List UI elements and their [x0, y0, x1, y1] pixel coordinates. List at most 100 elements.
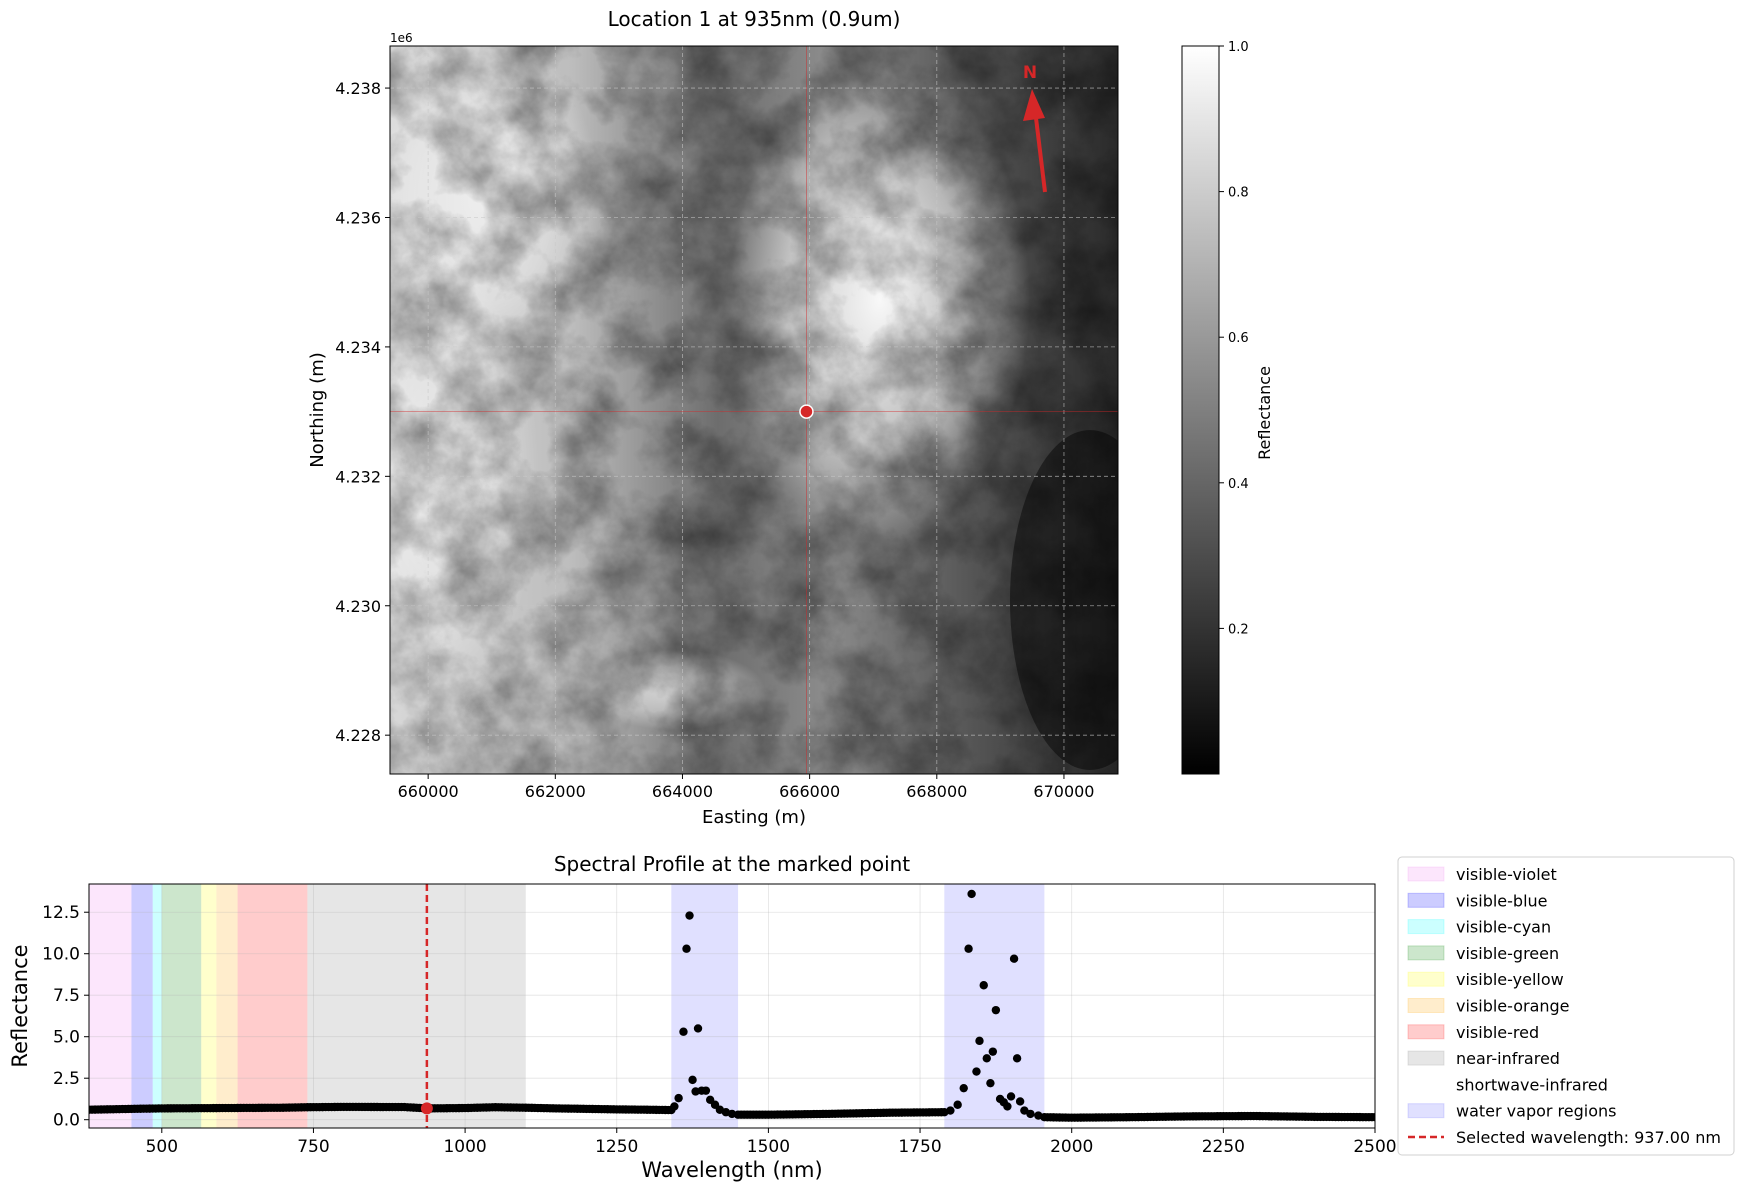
- spectrum-point: [979, 981, 988, 990]
- spectrum-point: [964, 944, 973, 953]
- map-x-tick-label: 666000: [779, 782, 840, 801]
- spectrum-y-tick-label: 5.0: [53, 1028, 80, 1048]
- region-visible-yellow: [201, 884, 217, 1128]
- legend-swatch: [1407, 866, 1445, 882]
- spectrum-y-label: Reflectance: [8, 944, 32, 1067]
- spectrum-x-tick-label: 1750: [898, 1137, 941, 1157]
- colorbar-tick-label: 0.6: [1228, 331, 1249, 346]
- spectrum-panel: Spectral Profile at the marked point 500…: [8, 852, 1397, 1182]
- map-x-tick-label: 670000: [1033, 782, 1094, 801]
- spectrum-point: [972, 1067, 981, 1076]
- spectrum-x-tick-label: 2500: [1353, 1137, 1396, 1157]
- colorbar: 0.2 0.4 0.6 0.8 1.0 Reflectance: [1181, 40, 1274, 775]
- spectrum-point: [986, 1078, 995, 1088]
- selected-wavelength: [420, 884, 433, 1128]
- spectrum-point: [670, 1102, 679, 1111]
- map-panel: Location 1 at 935nm (0.9um) 660000 662000…: [307, 7, 1119, 828]
- legend-swatch: [1407, 945, 1445, 961]
- spectrum-point: [975, 1036, 984, 1046]
- region-visible-green: [161, 884, 202, 1128]
- spectrum-y-tick-label: 0.0: [53, 1111, 80, 1131]
- spectrum-x-tick-label: 1000: [443, 1137, 486, 1157]
- map-x-tick-label: 664000: [652, 782, 713, 801]
- colorbar-tick-label: 0.4: [1228, 477, 1249, 492]
- map-y-tick-label: 4.234: [335, 338, 381, 357]
- legend-swatch: [1407, 998, 1445, 1013]
- spectrum-point: [988, 1047, 998, 1056]
- spectrum-legend: visible-violet visible-blue visible-cyan vi…: [1397, 856, 1735, 1156]
- spectrum-point: [688, 1075, 697, 1085]
- spectrum-point: [1026, 1109, 1035, 1119]
- spectrum-point: [727, 1109, 737, 1119]
- selected-wavelength-point: [420, 1102, 433, 1115]
- spectrum-point: [967, 889, 976, 899]
- map-y-tick-label: 4.230: [335, 597, 381, 616]
- legend-label: near-infrared: [1456, 1049, 1560, 1068]
- legend-swatch: [1407, 1076, 1445, 1092]
- spectrum-point: [1015, 1097, 1025, 1106]
- spectrum-y-tick-label: 12.5: [42, 903, 80, 923]
- legend-frame: [1397, 856, 1735, 1156]
- spectrum-point: [1009, 954, 1019, 963]
- map-x-tick-label: 662000: [525, 782, 586, 801]
- spectrum-point: [1012, 1054, 1022, 1063]
- spectrum-point: [1370, 1113, 1375, 1122]
- reflectance-image: [390, 46, 1118, 774]
- spectrum-x-tick-label: 2000: [1050, 1137, 1093, 1157]
- region-visible-red: [237, 884, 308, 1128]
- legend-swatch: [1407, 1050, 1445, 1066]
- spectrum-x-tick-label: 500: [146, 1137, 178, 1157]
- region-visible-orange: [216, 884, 238, 1128]
- marked-point-crosshair: [390, 46, 1118, 774]
- map-x-label: Easting (m): [702, 807, 806, 828]
- legend-label: visible-green: [1456, 944, 1559, 963]
- spectrum-point: [679, 1027, 688, 1036]
- colorbar-ticks: 0.2 0.4 0.6 0.8 1.0: [1219, 40, 1249, 637]
- north-arrow: N: [1023, 63, 1047, 193]
- spectrum-y-axis: 0.0 2.5 5.0 7.5 10.0 12.5: [42, 903, 89, 1131]
- spectrum-title: Spectral Profile at the marked point: [554, 852, 910, 876]
- region-water-vapor-regions: [944, 884, 1045, 1128]
- spectrum-x-tick-label: 1500: [747, 1137, 790, 1157]
- north-arrow-label: N: [1023, 63, 1037, 83]
- legend-swatch: [1407, 1103, 1445, 1119]
- spectrum-point: [674, 1093, 683, 1103]
- colorbar-tick-label: 0.8: [1228, 186, 1249, 201]
- legend-swatch: [1407, 971, 1445, 987]
- region-visible-cyan: [152, 884, 162, 1128]
- spectrum-point: [946, 1106, 955, 1115]
- marked-point: [799, 404, 814, 419]
- map-y-offset-label: 1e6: [390, 31, 413, 45]
- spectrum-point: [953, 1100, 962, 1109]
- spectrum-y-tick-label: 2.5: [53, 1069, 80, 1089]
- colorbar-label: Reflectance: [1255, 366, 1274, 460]
- region-shortwave-infrared: [525, 884, 1375, 1128]
- spectrum-x-tick-label: 750: [297, 1137, 329, 1157]
- legend-label: visible-yellow: [1456, 970, 1564, 989]
- map-title: Location 1 at 935nm (0.9um): [608, 7, 901, 31]
- legend-swatch: [1407, 919, 1445, 935]
- map-x-axis: 660000 662000 664000 666000 668000 670000: [398, 774, 1094, 801]
- spectrum-point: [959, 1083, 968, 1093]
- map-x-tick-label: 668000: [906, 782, 967, 801]
- spectrum-point: [1003, 1102, 1012, 1111]
- spectrum-point: [1006, 1092, 1016, 1101]
- spectrum-y-tick-label: 7.5: [53, 986, 80, 1006]
- spectrum-point: [693, 1024, 703, 1033]
- colorbar-tick-label: 1.0: [1228, 40, 1249, 55]
- region-near-infrared: [307, 884, 526, 1128]
- colorbar-gradient: [1181, 45, 1220, 775]
- legend-swatch: [1407, 1024, 1445, 1040]
- legend-label: visible-cyan: [1456, 918, 1551, 937]
- spectrum-x-axis: 500 750 1000 1250 1500 1750 2000 2250 2500: [146, 1128, 1397, 1157]
- region-visible-violet: [89, 884, 132, 1128]
- map-x-tick-label: 660000: [398, 782, 459, 801]
- spectrum-x-tick-label: 1250: [595, 1137, 638, 1157]
- spectral-regions: [89, 884, 1375, 1128]
- spectrum-point: [682, 944, 691, 953]
- legend-label: visible-red: [1456, 1023, 1539, 1042]
- legend-label: shortwave-infrared: [1456, 1075, 1608, 1094]
- spectrum-point: [685, 911, 694, 920]
- region-visible-blue: [131, 884, 153, 1128]
- map-y-tick-label: 4.228: [335, 726, 381, 745]
